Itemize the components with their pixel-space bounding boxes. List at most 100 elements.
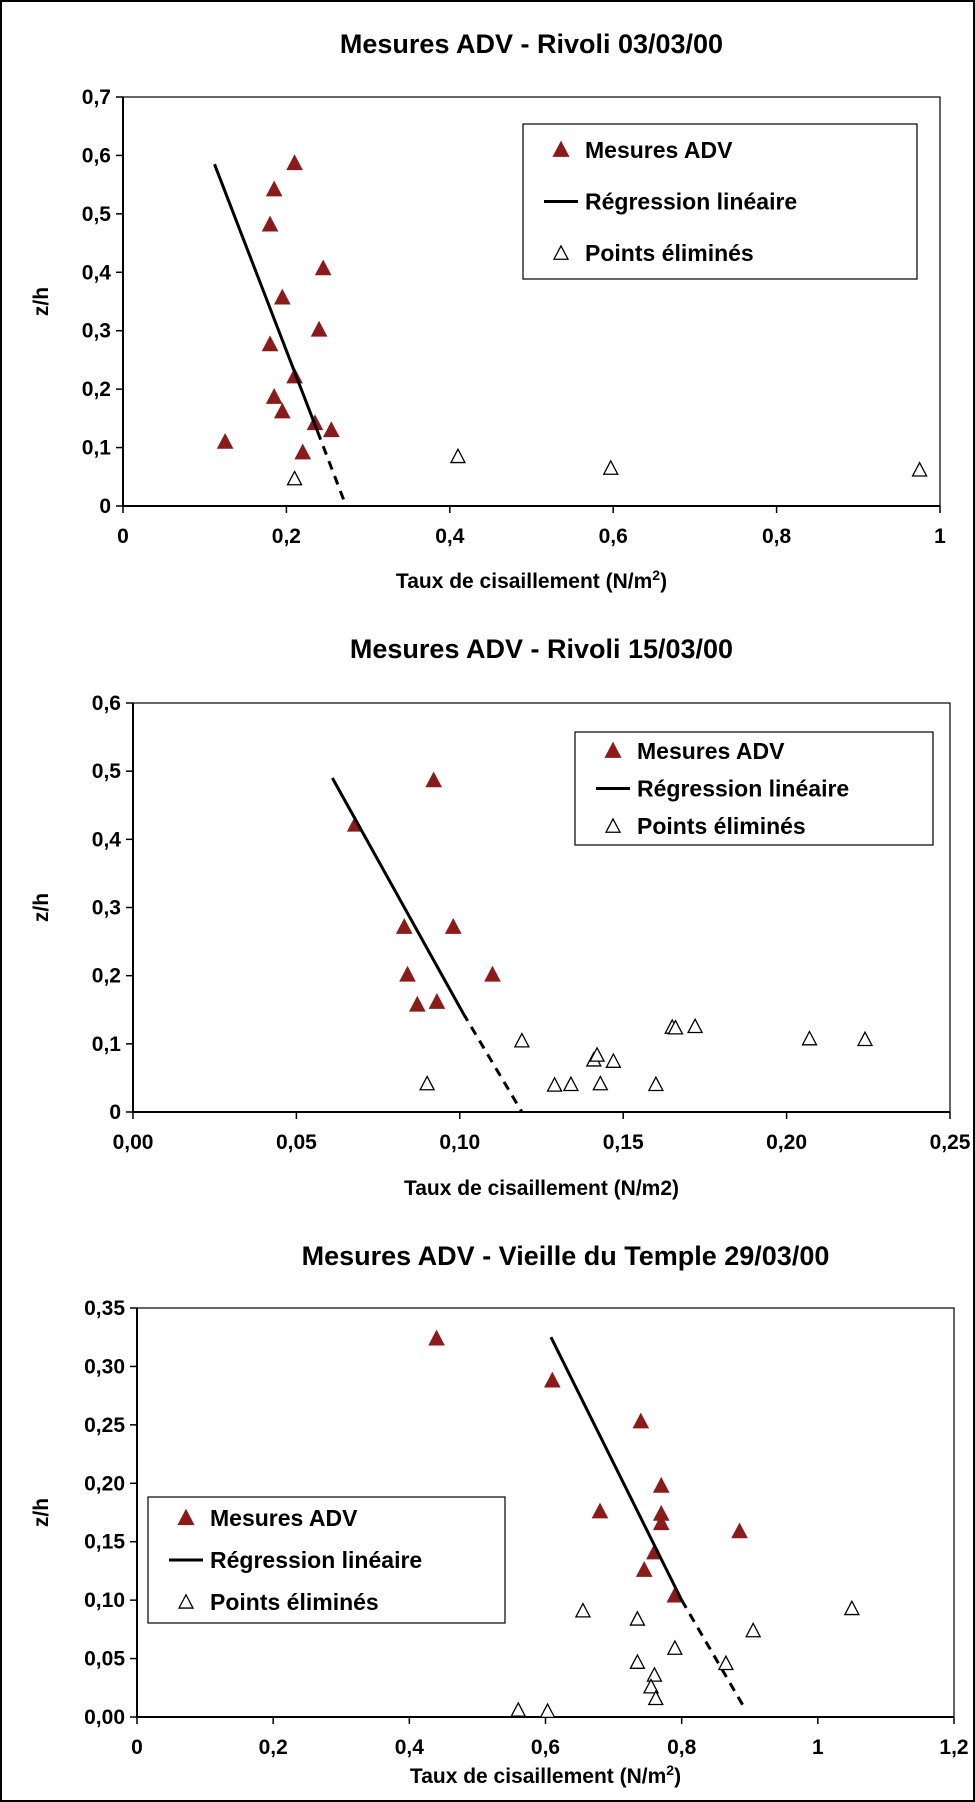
eliminated-point	[592, 1075, 609, 1091]
legend-label: Mesures ADV	[585, 137, 733, 163]
eliminated-point	[647, 1075, 664, 1092]
eliminated-point	[666, 1639, 683, 1655]
y-tick-label: 0	[109, 1101, 121, 1124]
legend-filled-triangle	[177, 1508, 195, 1526]
regression-line-solid	[213, 163, 319, 432]
chart-rivoli-15-03: Mesures ADV - Rivoli 15/03/00 0 0,1 0,2 0,3 0…	[30, 634, 971, 1200]
regression-line-dashed	[316, 430, 348, 507]
eliminated-point	[843, 1599, 860, 1616]
x-tick-label: 0,05	[276, 1131, 317, 1154]
y-axis-label: z/h	[30, 287, 53, 316]
x-tick-label: 0,15	[603, 1131, 644, 1154]
chart-title: Mesures ADV - Rivoli 15/03/00	[350, 634, 733, 664]
regression-line-solid	[549, 1336, 684, 1601]
eliminated-point	[449, 447, 467, 464]
legend-open-triangle	[177, 1593, 195, 1609]
y-tick-label: 0,1	[92, 1033, 122, 1056]
eliminated-point	[667, 1019, 684, 1035]
measurement-point	[323, 421, 340, 438]
eliminated-point	[510, 1701, 527, 1717]
eliminated-point	[419, 1075, 436, 1091]
legend-label: Points éliminés	[637, 813, 806, 839]
x-tick-label: 0,25	[930, 1131, 971, 1154]
measurement-point	[484, 965, 501, 982]
eliminated-point	[513, 1032, 530, 1048]
eliminated-point	[801, 1030, 818, 1046]
y-tick-label: 0,5	[82, 203, 112, 226]
x-tick-label: 1,2	[939, 1736, 968, 1759]
measurement-point	[632, 1412, 650, 1429]
x-axis-label: Taux de cisaillement (N/m2)	[404, 1177, 679, 1200]
measurement-point	[310, 320, 328, 337]
measurement-point	[273, 402, 291, 419]
y-tick-label: 0,35	[84, 1297, 125, 1320]
regression-line-dashed	[680, 1599, 745, 1707]
measurement-point	[428, 1329, 445, 1346]
measurement-point	[731, 1522, 748, 1539]
y-tick-label: 0	[99, 495, 111, 518]
eliminated-point	[629, 1653, 646, 1669]
eliminated-point	[562, 1075, 579, 1092]
legend-label: Régression linéaire	[210, 1547, 422, 1573]
eliminated-point	[605, 1052, 622, 1068]
y-tick-label: 0,6	[92, 692, 121, 715]
legend-open-triangle	[552, 244, 570, 260]
eliminated-point	[745, 1622, 762, 1638]
y-tick-label: 0,3	[82, 320, 111, 343]
legend-box	[522, 123, 918, 280]
regression-line-solid	[331, 777, 465, 1014]
eliminated-point	[856, 1030, 874, 1047]
measurement-point	[591, 1502, 609, 1519]
x-axis-label: Taux de cisaillement (N/m2)	[410, 1762, 681, 1788]
measurement-point	[425, 771, 442, 788]
legend-box	[147, 1496, 506, 1624]
measurement-point	[273, 288, 291, 305]
y-tick-label: 0,1	[82, 437, 112, 460]
y-tick-label: 0,15	[84, 1531, 125, 1554]
y-tick-label: 0,10	[84, 1589, 125, 1612]
measurement-point	[635, 1561, 653, 1577]
eliminated-point	[602, 459, 619, 475]
eliminated-point	[717, 1654, 734, 1671]
measurement-point	[399, 965, 416, 982]
x-tick-label: 0	[131, 1736, 143, 1759]
x-tick-label: 0,8	[667, 1736, 697, 1759]
y-tick-label: 0,30	[84, 1355, 125, 1378]
x-tick-label: 0,4	[435, 525, 465, 548]
measurement-point	[314, 259, 332, 276]
x-tick-label: 0,10	[439, 1131, 480, 1154]
x-tick-label: 1	[812, 1736, 824, 1759]
y-axis-label: z/h	[30, 1498, 53, 1527]
y-tick-label: 0,5	[92, 760, 122, 783]
legend-filled-triangle	[552, 140, 570, 157]
y-tick-label: 0,05	[84, 1648, 125, 1671]
measurement-point	[261, 215, 279, 232]
x-axis-label: Taux de cisaillement (N/m2)	[396, 567, 667, 593]
y-axis-label: z/h	[30, 893, 53, 922]
measurement-point	[408, 995, 426, 1012]
x-tick-label: 0,6	[531, 1736, 560, 1759]
eliminated-point	[574, 1602, 592, 1618]
measurement-point	[265, 387, 283, 404]
measurement-point	[261, 335, 279, 352]
measurement-point	[652, 1514, 670, 1531]
measurement-point	[652, 1476, 670, 1493]
x-tick-label: 1	[934, 525, 946, 548]
eliminated-point	[687, 1017, 704, 1034]
chart-rivoli-03-03: Mesures ADV - Rivoli 03/03/00 0 0,1 0,2 0,3 0…	[30, 29, 946, 593]
legend-open-triangle	[604, 817, 622, 833]
legend-box	[574, 731, 934, 846]
measurement-point	[543, 1371, 561, 1388]
eliminated-point	[539, 1702, 556, 1719]
measurement-point	[294, 443, 312, 460]
legend-label: Régression linéaire	[585, 189, 797, 215]
x-tick-label: 0,2	[259, 1736, 288, 1759]
y-tick-label: 0,00	[84, 1706, 125, 1729]
x-tick-label: 0,8	[762, 525, 792, 548]
legend-label: Mesures ADV	[210, 1505, 358, 1531]
measurement-point	[216, 432, 234, 449]
eliminated-point	[286, 470, 303, 486]
legend-label: Régression linéaire	[637, 776, 849, 802]
measurement-point	[286, 154, 303, 171]
